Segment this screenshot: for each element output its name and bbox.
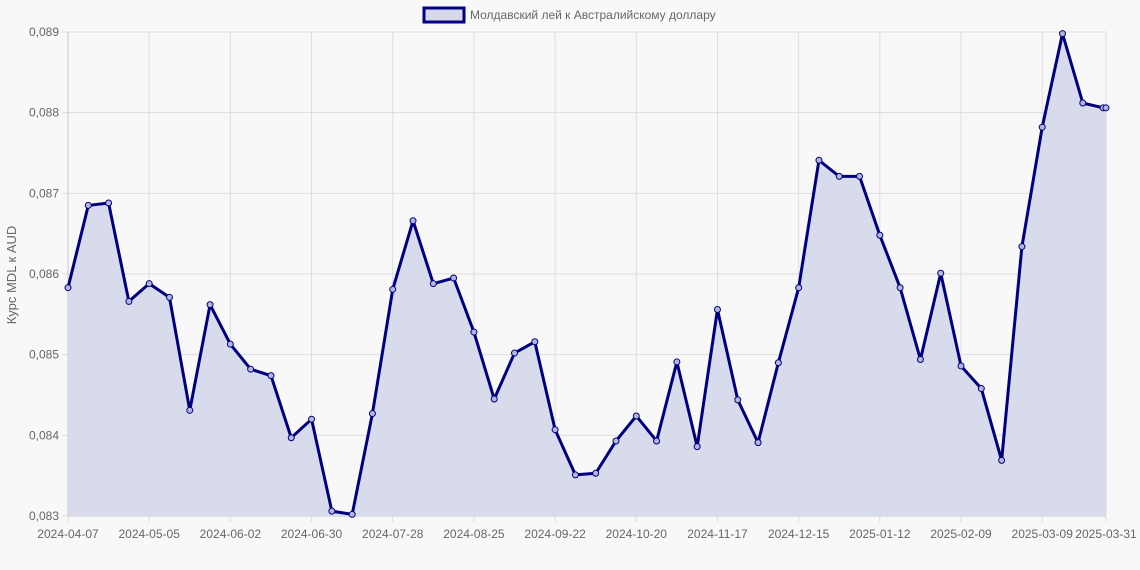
x-tick-label: 2024-10-20: [606, 527, 668, 541]
data-point[interactable]: [937, 269, 945, 277]
data-point[interactable]: [1079, 99, 1087, 107]
data-point[interactable]: [470, 328, 478, 336]
data-point[interactable]: [511, 349, 519, 357]
x-tick-label: 2024-05-05: [118, 527, 180, 541]
area-fill: [68, 33, 1106, 517]
data-point[interactable]: [571, 471, 579, 479]
y-tick-label: 0,089: [29, 25, 59, 39]
legend-label: Молдавский лей к Австралийскому доллару: [470, 8, 716, 22]
data-point[interactable]: [226, 340, 234, 348]
x-tick-label: 2024-11-17: [687, 527, 748, 541]
data-point[interactable]: [896, 284, 904, 292]
legend-swatch: [422, 6, 466, 24]
data-point[interactable]: [551, 426, 559, 434]
x-tick-label: 2025-03-09: [1012, 527, 1074, 541]
data-point[interactable]: [287, 434, 295, 442]
x-axis: 2024-04-07 2024-05-05 2024-06-02 2024-06-30…: [37, 527, 1137, 541]
data-point[interactable]: [1038, 123, 1046, 131]
data-point[interactable]: [1018, 243, 1026, 251]
data-point[interactable]: [957, 362, 965, 370]
data-point[interactable]: [1059, 30, 1067, 38]
data-point[interactable]: [815, 156, 823, 164]
x-tick-label: 2024-07-28: [362, 527, 424, 541]
y-axis: 0,083 0,084 0,085 0,086 0,087 0,088 0,089: [29, 25, 59, 523]
data-point[interactable]: [916, 356, 924, 364]
data-point[interactable]: [389, 285, 397, 293]
data-point[interactable]: [409, 217, 417, 225]
legend[interactable]: Молдавский лей к Австралийскому доллару: [422, 6, 716, 24]
y-tick-label: 0,086: [29, 267, 59, 281]
data-point[interactable]: [247, 365, 255, 373]
data-point[interactable]: [64, 284, 72, 292]
data-point[interactable]: [145, 280, 153, 288]
y-tick-label: 0,084: [29, 428, 59, 442]
data-point[interactable]: [835, 172, 843, 180]
y-tick-label: 0,083: [29, 509, 59, 523]
data-point[interactable]: [693, 443, 701, 451]
data-point[interactable]: [612, 437, 620, 445]
data-point[interactable]: [673, 358, 681, 366]
data-point[interactable]: [795, 284, 803, 292]
x-tick-label: 2025-01-12: [849, 527, 911, 541]
y-tick-label: 0,087: [29, 186, 59, 200]
data-point[interactable]: [125, 297, 133, 305]
y-tick-label: 0,085: [29, 348, 59, 362]
data-point[interactable]: [328, 507, 336, 515]
x-tick-label: 2025-03-31: [1075, 527, 1137, 541]
data-point[interactable]: [186, 406, 194, 414]
data-point[interactable]: [653, 437, 661, 445]
data-point[interactable]: [429, 280, 437, 288]
data-point[interactable]: [490, 395, 498, 403]
data-point[interactable]: [734, 396, 742, 404]
data-point[interactable]: [348, 510, 356, 518]
data-point[interactable]: [592, 469, 600, 477]
series-area: [68, 33, 1106, 517]
data-point[interactable]: [450, 274, 458, 282]
data-point[interactable]: [856, 172, 864, 180]
x-tick-label: 2024-09-22: [524, 527, 586, 541]
data-point[interactable]: [84, 201, 92, 209]
data-point[interactable]: [754, 439, 762, 447]
x-tick-label: 2024-06-30: [281, 527, 343, 541]
data-point[interactable]: [632, 412, 640, 420]
data-point[interactable]: [165, 293, 173, 301]
data-point[interactable]: [308, 415, 316, 423]
data-point[interactable]: [267, 372, 275, 380]
x-tick-label: 2025-02-09: [930, 527, 992, 541]
data-point[interactable]: [713, 305, 721, 313]
data-point[interactable]: [105, 199, 113, 207]
x-tick-label: 2024-06-02: [200, 527, 262, 541]
data-point[interactable]: [977, 385, 985, 393]
x-tick-label: 2024-08-25: [443, 527, 505, 541]
data-points: [64, 30, 1110, 518]
y-tick-label: 0,088: [29, 106, 59, 120]
data-point[interactable]: [206, 301, 214, 309]
data-point[interactable]: [368, 410, 376, 418]
x-tick-label: 2024-04-07: [37, 527, 99, 541]
data-point[interactable]: [531, 338, 539, 346]
data-point[interactable]: [774, 359, 782, 367]
data-point[interactable]: [876, 231, 884, 239]
data-point[interactable]: [998, 456, 1006, 464]
y-axis-title: Курс MDL к AUD: [4, 226, 19, 325]
x-tick-label: 2024-12-15: [768, 527, 830, 541]
data-point[interactable]: [1102, 104, 1110, 112]
